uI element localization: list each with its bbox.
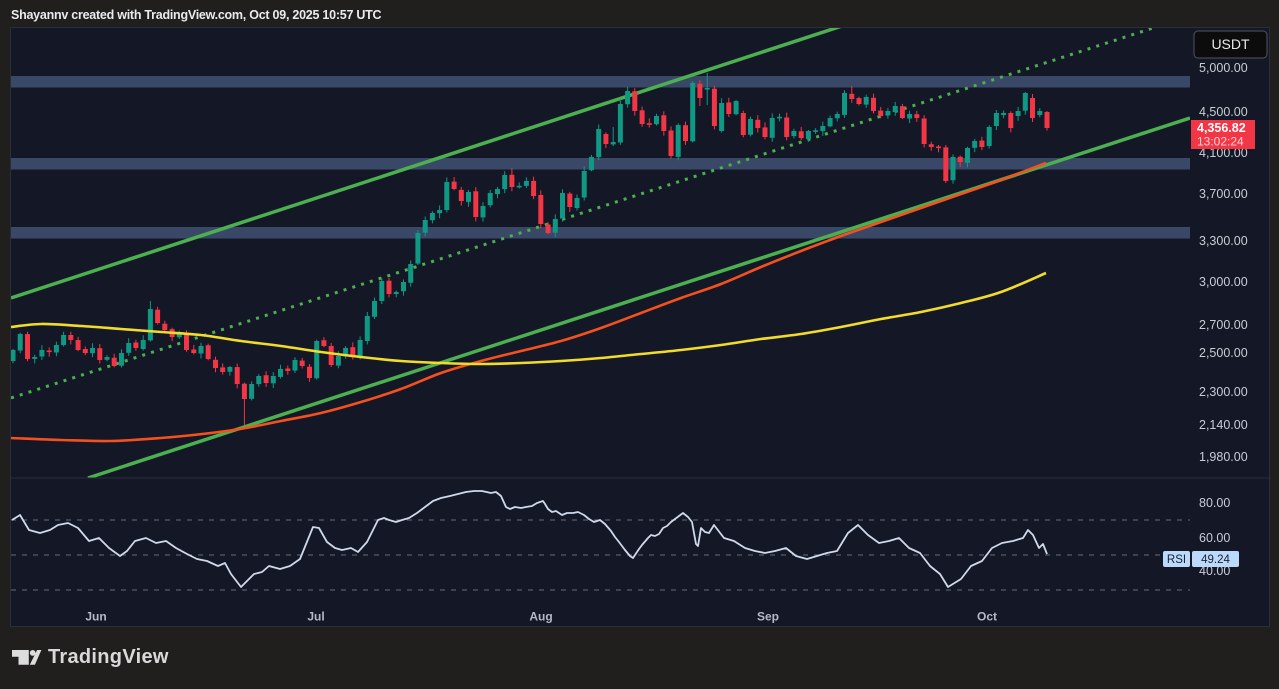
svg-text:USDT: USDT	[1211, 36, 1250, 52]
svg-text:Sep: Sep	[757, 610, 779, 624]
svg-text:3,000.00: 3,000.00	[1199, 275, 1248, 289]
svg-text:Aug: Aug	[529, 610, 552, 624]
svg-text:3,700.00: 3,700.00	[1199, 187, 1248, 201]
svg-text:80.00: 80.00	[1199, 496, 1230, 510]
svg-text:4,100.00: 4,100.00	[1199, 146, 1248, 160]
svg-text:2,300.00: 2,300.00	[1199, 385, 1248, 399]
svg-text:RSI: RSI	[1167, 554, 1186, 566]
svg-text:2,500.00: 2,500.00	[1199, 346, 1248, 360]
svg-text:Jul: Jul	[307, 610, 324, 624]
svg-text:4,500.00: 4,500.00	[1199, 105, 1248, 119]
svg-text:1,980.00: 1,980.00	[1199, 450, 1248, 464]
svg-text:40.00: 40.00	[1199, 564, 1230, 578]
svg-text:13:02:24: 13:02:24	[1197, 135, 1244, 149]
svg-text:2,700.00: 2,700.00	[1199, 318, 1248, 332]
svg-text:3,300.00: 3,300.00	[1199, 234, 1248, 248]
svg-text:Oct: Oct	[977, 610, 997, 624]
svg-text:49.24: 49.24	[1201, 554, 1230, 566]
svg-text:5,000.00: 5,000.00	[1199, 61, 1248, 75]
svg-text:4,356.82: 4,356.82	[1197, 121, 1246, 135]
svg-text:60.00: 60.00	[1199, 531, 1230, 545]
svg-text:2,140.00: 2,140.00	[1199, 418, 1248, 432]
svg-text:Jun: Jun	[85, 610, 106, 624]
